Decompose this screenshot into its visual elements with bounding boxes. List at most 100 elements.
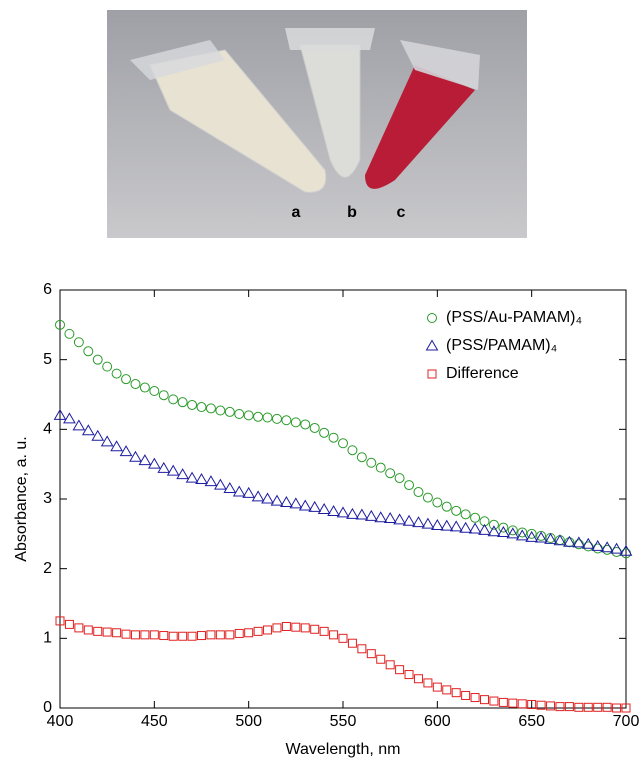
x-tick-label: 450 [141, 713, 168, 730]
point [121, 629, 131, 639]
point [298, 499, 312, 511]
point [271, 413, 282, 424]
point [336, 506, 350, 518]
point [159, 631, 169, 641]
point [262, 412, 273, 423]
point [430, 518, 444, 530]
point [449, 520, 463, 532]
point [253, 626, 263, 636]
point [310, 624, 320, 634]
point [270, 494, 284, 506]
point [385, 468, 396, 479]
photo-label: c [397, 204, 406, 221]
point [102, 627, 112, 637]
point [526, 528, 537, 539]
point [53, 408, 67, 420]
point [215, 405, 226, 416]
point [498, 522, 509, 533]
point [263, 625, 273, 635]
point [487, 525, 501, 537]
point [110, 440, 123, 452]
point [508, 698, 518, 708]
point [272, 623, 282, 633]
y-tick-label: 5 [43, 351, 52, 368]
point [251, 490, 265, 502]
y-tick-label: 2 [43, 560, 52, 577]
point [356, 452, 367, 463]
point [442, 685, 452, 695]
point [422, 492, 433, 503]
point [157, 461, 171, 473]
point [515, 529, 529, 541]
point [243, 410, 254, 421]
point [564, 702, 574, 712]
point [573, 539, 584, 550]
point [289, 497, 303, 509]
point [385, 660, 395, 670]
point [393, 513, 406, 525]
point [470, 512, 481, 523]
photo [107, 10, 527, 238]
point [581, 537, 595, 549]
point [574, 702, 584, 712]
point [459, 521, 473, 533]
legend-label: Difference [446, 365, 519, 382]
point [111, 368, 122, 379]
photo-label: a [292, 204, 301, 221]
point [468, 522, 482, 534]
point [517, 527, 528, 538]
point [413, 487, 424, 498]
point [563, 535, 576, 547]
point [480, 695, 489, 705]
point [130, 379, 141, 390]
point [72, 419, 86, 431]
legend-marker [427, 369, 437, 379]
point [281, 415, 292, 426]
point [527, 700, 537, 710]
point [612, 703, 622, 713]
point [602, 702, 612, 712]
point [185, 471, 199, 483]
point [213, 478, 227, 490]
point [536, 530, 547, 541]
point [74, 623, 84, 633]
point [553, 534, 567, 546]
point [364, 509, 378, 521]
point [413, 674, 423, 684]
point [460, 509, 471, 520]
point [73, 337, 84, 348]
point [92, 354, 103, 365]
point [55, 319, 65, 330]
x-tick-label: 400 [47, 713, 74, 730]
point [234, 409, 245, 420]
point [196, 402, 207, 413]
point [187, 631, 197, 641]
point [112, 628, 122, 638]
point [319, 626, 329, 636]
point [300, 623, 310, 633]
point [394, 473, 405, 484]
point [205, 403, 216, 414]
point [338, 438, 348, 449]
point [546, 701, 556, 711]
point [147, 457, 161, 469]
y-tick-label: 0 [43, 699, 52, 716]
point [338, 633, 348, 643]
point [602, 544, 613, 555]
point [451, 688, 461, 698]
y-tick-label: 1 [43, 630, 52, 647]
point [290, 417, 301, 428]
point [204, 475, 218, 487]
point [280, 495, 293, 507]
photo-label: b [347, 204, 357, 221]
point [498, 697, 508, 707]
point [496, 525, 510, 537]
point [102, 361, 113, 372]
point [534, 531, 548, 543]
legend-label: (PSS/Au-PAMAM)₄ [446, 309, 582, 326]
point [461, 690, 471, 700]
point [591, 539, 605, 551]
x-tick-label: 500 [235, 713, 262, 730]
point [197, 631, 206, 641]
point [119, 445, 133, 457]
